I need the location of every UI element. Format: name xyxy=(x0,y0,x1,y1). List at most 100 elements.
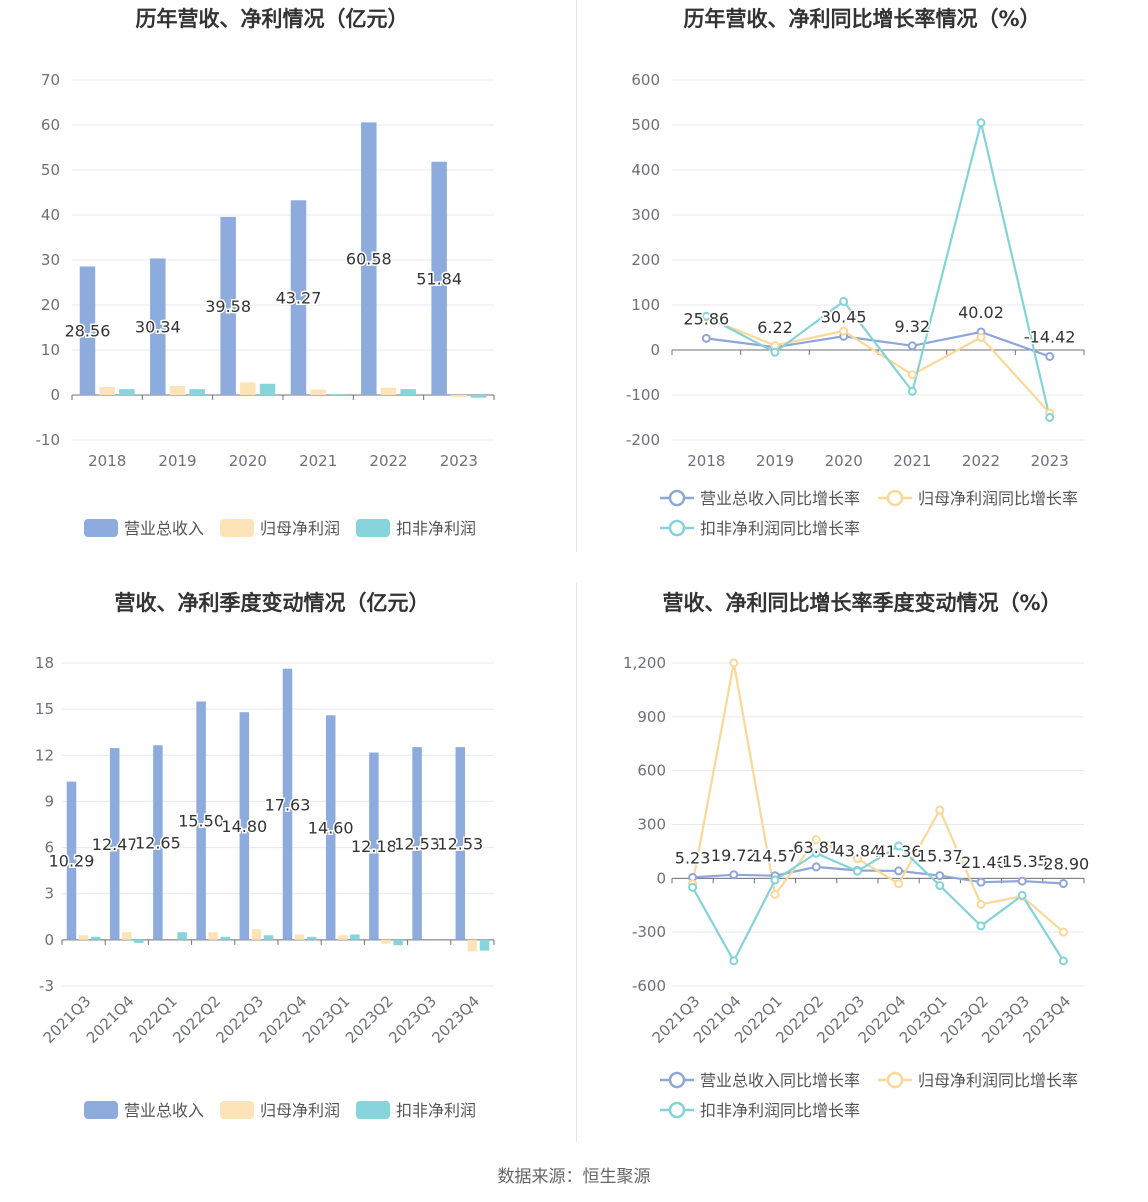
x-tick-label: 2018 xyxy=(88,452,126,470)
chart-title: 历年营收、净利同比增长率情况（%） xyxy=(683,7,1040,31)
data-label-revenue: 10.29 xyxy=(49,852,95,871)
legend-label: 营业总收入 xyxy=(124,1101,204,1120)
legend-item-deducted-profit[interactable]: 扣非净利润 xyxy=(356,519,476,538)
legend-item-parent-profit[interactable]: 归母净利润 xyxy=(220,1101,340,1120)
point-deducted-profit xyxy=(701,311,711,321)
bar-revenue xyxy=(239,712,250,940)
data-source-note: 数据来源：恒生聚源 xyxy=(497,1167,651,1187)
legend-marker xyxy=(886,489,904,507)
x-tick-label: 2020 xyxy=(229,452,267,470)
legend-item-deducted-profit[interactable]: 扣非净利润同比增长率 xyxy=(660,519,860,538)
legend-marker xyxy=(668,519,686,537)
point-revenue xyxy=(811,862,821,872)
legend-label: 营业总收入同比增长率 xyxy=(700,489,860,508)
y-tick-label: 400 xyxy=(631,161,660,179)
point-deducted-profit xyxy=(688,882,698,892)
point-parent-profit xyxy=(935,805,945,815)
point-deducted-profit xyxy=(770,875,780,885)
line-deducted-profit xyxy=(705,122,1051,418)
legend-item-revenue[interactable]: 营业总收入 xyxy=(84,1101,204,1120)
bar-deducted-profit xyxy=(134,939,144,943)
bar-parent-profit xyxy=(451,395,467,398)
data-label-revenue: 28.56 xyxy=(65,322,111,341)
bar-revenue xyxy=(150,258,166,395)
chart-title: 历年营收、净利情况（亿元） xyxy=(136,7,409,31)
data-label-revenue-growth: 15.37 xyxy=(917,847,963,866)
point-deducted-profit xyxy=(852,866,862,876)
y-tick-label: 0 xyxy=(656,869,666,887)
legend-item-deducted-profit[interactable]: 扣非净利润同比增长率 xyxy=(660,1101,860,1120)
bar-parent-profit xyxy=(380,387,397,395)
bar-deducted-profit xyxy=(393,939,403,946)
data-label-revenue-growth: 63.81 xyxy=(793,838,839,857)
legend-item-revenue[interactable]: 营业总收入同比增长率 xyxy=(660,489,860,508)
y-tick-label: -10 xyxy=(36,431,61,449)
legend-item-parent-profit[interactable]: 归母净利润同比增长率 xyxy=(878,1071,1078,1090)
x-tick-label: 2021 xyxy=(299,452,337,470)
bar-deducted-profit xyxy=(119,389,135,395)
bar-deducted-profit xyxy=(220,936,231,940)
y-tick-label: 1,200 xyxy=(623,654,666,672)
line-parent-profit xyxy=(705,316,1051,414)
bar-deducted-profit xyxy=(470,395,487,398)
x-tick-label: 2020 xyxy=(825,452,863,470)
legend-item-revenue[interactable]: 营业总收入同比增长率 xyxy=(660,1071,860,1090)
line-parent-profit xyxy=(691,662,1065,933)
legend-item-parent-profit[interactable]: 归母净利润同比增长率 xyxy=(878,489,1078,508)
point-deducted-profit xyxy=(935,881,945,891)
bar-revenue xyxy=(153,745,163,940)
data-label-revenue: 60.58 xyxy=(346,250,392,269)
y-tick-label: 10 xyxy=(41,341,60,359)
bar-deducted-profit xyxy=(90,936,101,940)
bar-deducted-profit xyxy=(306,936,317,940)
point-revenue xyxy=(894,866,904,876)
quarterly-revenue-profit-chart: 营收、净利季度变动情况（亿元） -3 0 3 6 9 12 15 18 2021Q3 2021Q4 2… xyxy=(0,580,576,1150)
y-tick-label: -3 xyxy=(39,977,54,995)
y-tick-label: 0 xyxy=(650,341,660,359)
point-revenue xyxy=(1017,876,1027,886)
legend-marker xyxy=(668,1071,686,1089)
bar-revenue xyxy=(369,752,379,940)
y-tick-label: 9 xyxy=(44,792,54,810)
data-label-revenue-growth: -15.35 xyxy=(996,852,1048,871)
data-label-revenue-growth: 25.86 xyxy=(683,309,729,328)
x-tick-label: 2022 xyxy=(369,452,407,470)
x-tick-label: 2023Q4 xyxy=(428,992,483,1047)
y-tick-label: 900 xyxy=(637,708,666,726)
x-tick-label: 2019 xyxy=(158,452,196,470)
point-revenue xyxy=(935,871,945,881)
legend-item-revenue[interactable]: 营业总收入 xyxy=(84,519,204,538)
bar-deducted-profit xyxy=(263,935,274,940)
chart-title: 营收、净利季度变动情况（亿元） xyxy=(115,591,430,615)
point-deducted-profit xyxy=(729,956,739,966)
chart-svg: 历年营收、净利情况（亿元） -10 0 10 20 30 40 50 60 70 2018 2019 2… xyxy=(36,7,495,538)
bar-revenue xyxy=(282,668,293,940)
data-label-revenue: 39.58 xyxy=(205,297,251,316)
y-tick-label: 200 xyxy=(631,251,660,269)
point-deducted-profit xyxy=(907,386,917,396)
legend-label: 归母净利润 xyxy=(260,519,340,538)
y-tick-label: 300 xyxy=(637,816,666,834)
y-tick-label: 600 xyxy=(637,762,666,780)
y-tick-label: 15 xyxy=(35,700,54,718)
chart-svg: 历年营收、净利同比增长率情况（%） -200 -100 0 100 200 300 400 50… xyxy=(626,7,1085,538)
bar-parent-profit xyxy=(78,935,89,940)
point-deducted-profit xyxy=(770,347,780,357)
data-label-revenue-growth: 30.45 xyxy=(821,307,867,326)
legend-item-deducted-profit[interactable]: 扣非净利润 xyxy=(356,1101,476,1120)
y-tick-label: 500 xyxy=(631,116,660,134)
bar-deducted-profit xyxy=(330,394,346,395)
legend-item-parent-profit[interactable]: 归母净利润 xyxy=(220,519,340,538)
divider-bottom xyxy=(576,582,577,1142)
legend-label: 扣非净利润同比增长率 xyxy=(700,519,860,538)
legend-swatch xyxy=(220,519,254,537)
point-parent-profit xyxy=(1058,927,1068,937)
legend-swatch xyxy=(84,519,118,537)
y-tick-label: 20 xyxy=(41,296,60,314)
bar-revenue xyxy=(109,748,120,940)
bar-parent-profit xyxy=(310,389,326,395)
x-tick-label: 2023 xyxy=(440,452,478,470)
legend-marker xyxy=(886,1071,904,1089)
point-revenue xyxy=(729,870,739,880)
bar-revenue xyxy=(361,122,377,395)
